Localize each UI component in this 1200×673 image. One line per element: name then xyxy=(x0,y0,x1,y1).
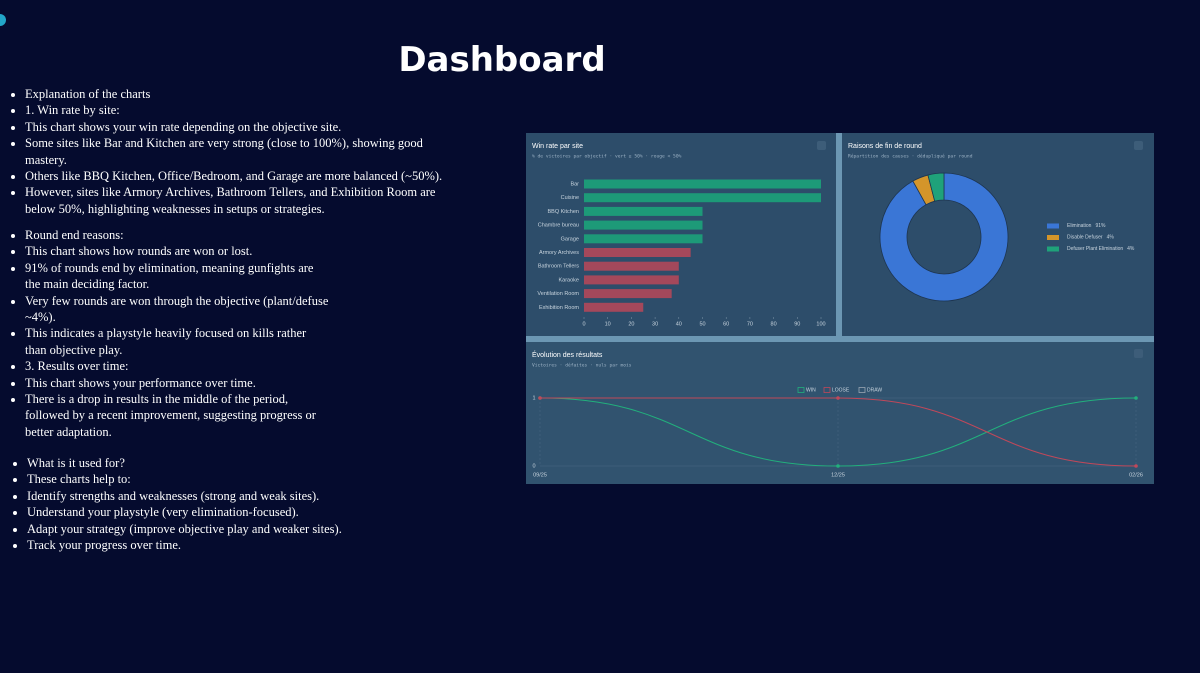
bullet: This chart shows your win rate depending… xyxy=(25,119,460,135)
bullet-list: What is it used for?These charts help to… xyxy=(2,455,447,553)
panel-title: Raisons de fin de round xyxy=(848,143,922,150)
x-tick-label: 40 xyxy=(676,321,682,327)
panel xyxy=(526,342,1154,484)
pie-slice xyxy=(879,172,1009,302)
x-tick-label: 90 xyxy=(794,321,800,327)
x-tick-label: 20 xyxy=(628,321,634,327)
y-tick-label: Armory Archives xyxy=(539,250,579,256)
bar xyxy=(584,248,691,257)
legend-swatch xyxy=(1047,223,1059,229)
legend-label: DRAW xyxy=(867,387,882,393)
y-tick-label: 1 xyxy=(532,395,535,401)
bullet: Identify strengths and weaknesses (stron… xyxy=(27,488,447,504)
close-button[interactable] xyxy=(1134,349,1143,358)
bullet: 91% of rounds end by elimination, meanin… xyxy=(25,260,330,293)
bullet: Adapt your strategy (improve objective p… xyxy=(27,521,447,537)
y-tick-label: Cuisine xyxy=(561,195,579,201)
panel-title: Évolution des résultats xyxy=(532,350,603,359)
bullet: This chart shows your performance over t… xyxy=(25,375,330,391)
x-tick-label: 12/25 xyxy=(831,472,845,478)
panel-subtitle: Répartition des causes · dédupliqué par … xyxy=(848,153,973,160)
line xyxy=(539,397,1137,467)
dot xyxy=(0,14,6,26)
bullet: Others like BBQ Kitchen, Office/Bedroom,… xyxy=(25,168,460,184)
legend-value: 91% xyxy=(1095,223,1106,229)
legend-label: Disable Defuser 4% xyxy=(1067,235,1114,241)
bullet: Round end reasons: xyxy=(25,227,330,243)
bullet: This chart shows how rounds are won or l… xyxy=(25,243,330,259)
x-tick-label: 09/25 xyxy=(533,472,547,478)
dashboard: Win rate par site % de victoires par obje… xyxy=(526,133,1154,484)
x-tick-label: 50 xyxy=(699,321,705,327)
bar xyxy=(584,179,821,189)
bar xyxy=(584,275,679,285)
bar xyxy=(584,289,672,299)
y-tick-label: Exhibition Room xyxy=(539,305,579,311)
bullet: Track your progress over time. xyxy=(27,537,447,553)
y-tick-label: Bathroom Tellers xyxy=(538,264,579,270)
legend-swatch xyxy=(1047,246,1059,252)
bullet: 3. Results over time: xyxy=(25,358,330,374)
page-title: Dashboard xyxy=(398,40,606,80)
y-tick-label: Chambre bureau xyxy=(538,223,579,229)
bar xyxy=(584,206,703,216)
bullet-list: Explanation of the charts1. Win rate by … xyxy=(0,86,460,217)
bullet: However, sites like Armory Archives, Bat… xyxy=(25,184,460,217)
bullet: Explanation of the charts xyxy=(25,86,460,102)
bullet: There is a drop in results in the middle… xyxy=(25,391,330,440)
bullet: These charts help to: xyxy=(27,471,447,487)
x-tick-label: 10 xyxy=(605,321,611,327)
y-tick-label: Karaoke xyxy=(559,277,580,283)
legend-swatch xyxy=(823,387,831,393)
legend-label: WIN xyxy=(806,387,816,393)
y-tick-label: Ventilation Room xyxy=(537,291,579,297)
y-tick-label: Bar xyxy=(570,181,579,187)
y-tick-label: Garage xyxy=(561,236,579,242)
bullet-list: Round end reasons:This chart shows how r… xyxy=(0,227,330,440)
bullet: 1. Win rate by site: xyxy=(25,102,460,118)
bullet: Understand your playstyle (very eliminat… xyxy=(27,504,447,520)
x-tick-label: 100 xyxy=(816,321,825,327)
legend-swatch xyxy=(1047,235,1059,240)
y-tick-label: 0 xyxy=(532,463,535,469)
legend-label: Elimination 91% xyxy=(1067,223,1106,229)
legend-value: 4% xyxy=(1107,235,1115,241)
bar xyxy=(584,193,821,203)
legend-label: Defuser Plant Elimination 4% xyxy=(1067,246,1135,252)
bar xyxy=(584,302,644,312)
legend-name: Elimination xyxy=(1067,223,1092,229)
bar xyxy=(584,234,703,244)
legend-name: Defuser Plant Elimination xyxy=(1067,246,1123,252)
close-button[interactable] xyxy=(817,141,826,150)
x-tick-label: 80 xyxy=(771,321,777,327)
pie-slice xyxy=(927,172,945,202)
legend-label: LOOSE xyxy=(832,387,850,393)
line xyxy=(539,397,1137,467)
panel-subtitle: Victoires · défaites · nuls par mois xyxy=(532,362,632,369)
x-tick-label: 70 xyxy=(747,321,753,327)
legend-swatch xyxy=(858,387,866,393)
x-tick-label: 30 xyxy=(652,321,658,327)
bullet: This indicates a playstyle heavily focus… xyxy=(25,325,330,358)
x-tick-label: 60 xyxy=(723,321,729,327)
x-tick-label: 0 xyxy=(582,321,585,327)
x-tick-label: 02/26 xyxy=(1129,472,1143,478)
bar xyxy=(584,220,703,230)
close-button[interactable] xyxy=(1134,141,1143,150)
bar xyxy=(584,261,679,271)
legend-value: 4% xyxy=(1127,246,1135,252)
bullet: Very few rounds are won through the obje… xyxy=(25,293,330,326)
legend-swatch xyxy=(797,387,805,393)
panel-subtitle: % de victoires par objectif · vert ≥ 50%… xyxy=(532,154,682,160)
legend-name: Disable Defuser xyxy=(1067,235,1103,241)
y-tick-label: BBQ Kitchen xyxy=(548,209,580,215)
bullet: Some sites like Bar and Kitchen are very… xyxy=(25,135,460,168)
bullet: What is it used for? xyxy=(27,455,447,471)
panel-title: Win rate par site xyxy=(532,143,583,150)
